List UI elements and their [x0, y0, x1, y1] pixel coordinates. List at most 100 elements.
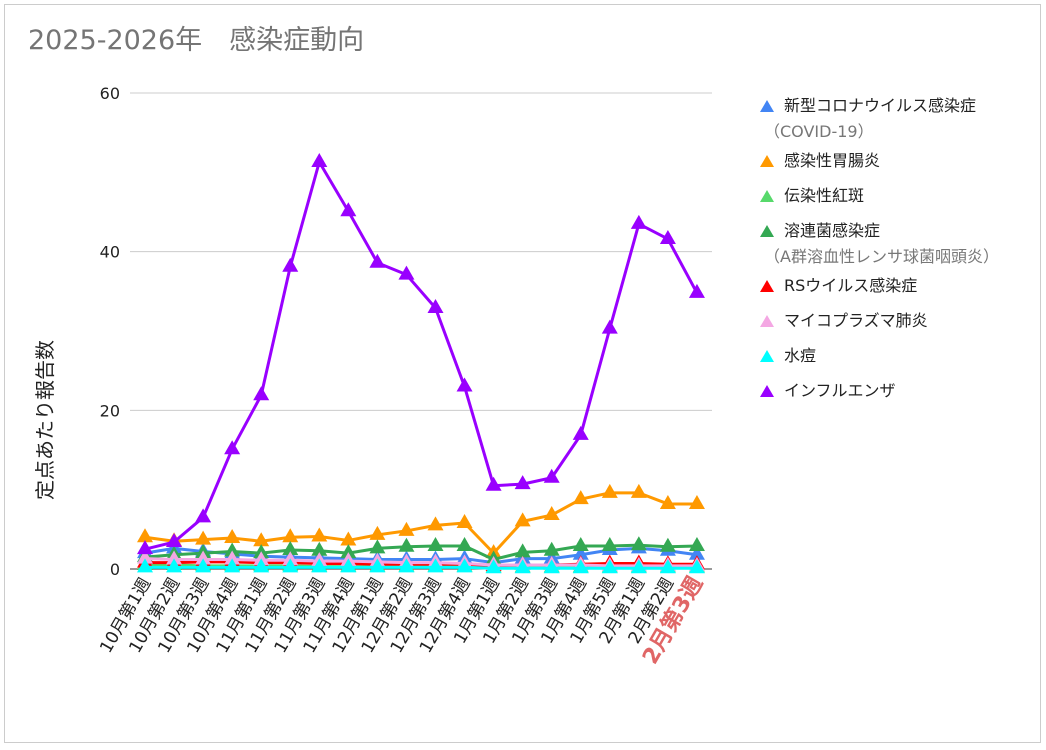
legend-sublabel: （COVID-19）	[764, 122, 874, 141]
data-point	[572, 536, 589, 551]
data-point	[398, 265, 415, 280]
legend-label: マイコプラズマ肺炎	[784, 311, 928, 330]
data-point	[659, 494, 676, 509]
triangle-marker-icon	[760, 280, 774, 292]
data-point	[253, 551, 270, 566]
data-point	[688, 536, 705, 551]
data-point	[195, 550, 212, 565]
data-point	[688, 494, 705, 509]
data-point	[137, 549, 153, 564]
y-tick-label: 0	[110, 560, 120, 579]
data-point	[369, 525, 386, 540]
data-point	[137, 558, 153, 573]
data-point	[456, 377, 473, 392]
data-point	[137, 540, 153, 555]
y-tick-label: 20	[100, 401, 120, 420]
y-tick-label: 40	[100, 243, 120, 262]
data-point	[340, 544, 357, 559]
data-point	[253, 544, 270, 559]
data-point	[224, 529, 241, 544]
data-point	[427, 558, 444, 573]
data-point	[427, 298, 444, 313]
data-point	[514, 543, 531, 558]
data-point	[688, 559, 705, 574]
data-point	[659, 559, 676, 574]
data-point	[427, 516, 444, 531]
data-point	[456, 536, 473, 551]
data-point	[195, 558, 212, 573]
legend-sublabel: （A群溶血性レンサ球菌咽頭炎）	[764, 247, 999, 266]
data-point	[195, 530, 212, 545]
data-point	[630, 483, 647, 498]
data-point	[659, 229, 676, 244]
chart-frame	[4, 4, 1041, 743]
legend-label: 新型コロナウイルス感染症	[784, 96, 977, 115]
data-point	[282, 551, 299, 566]
legend-label: インフルエンザ	[784, 381, 896, 400]
data-point	[224, 542, 241, 557]
data-point	[311, 541, 328, 556]
legend-label: RSウイルス感染症	[784, 276, 918, 295]
data-point	[543, 468, 560, 483]
data-point	[253, 532, 270, 547]
y-axis-label: 定点あたり報告数	[33, 340, 57, 500]
data-point	[514, 512, 531, 527]
legend-item: 溶連菌感染症 （A群溶血性レンサ球菌咽頭炎）	[760, 217, 999, 267]
data-point	[166, 558, 183, 573]
chart-title: 2025-2026年 感染症動向	[28, 25, 365, 56]
data-point	[456, 558, 473, 573]
data-point	[282, 540, 299, 555]
data-point	[485, 559, 502, 574]
data-point	[340, 202, 357, 217]
triangle-marker-icon	[760, 350, 774, 362]
data-point	[630, 559, 647, 574]
data-point	[166, 550, 183, 565]
series-line	[144, 491, 697, 555]
triangle-marker-icon	[760, 155, 774, 167]
legend-item: RSウイルス感染症	[760, 272, 917, 296]
legend-item: 感染性胃腸炎	[760, 147, 880, 171]
legend-label: 溶連菌感染症	[784, 221, 881, 240]
data-point	[659, 537, 676, 552]
data-point	[601, 319, 618, 334]
data-point	[427, 536, 444, 551]
legend-item: マイコプラズマ肺炎	[760, 307, 928, 331]
legend-item: インフルエンザ	[760, 377, 896, 401]
data-point	[282, 558, 299, 573]
triangle-marker-icon	[760, 225, 774, 237]
data-point	[543, 506, 560, 521]
data-point	[340, 558, 357, 573]
data-point	[572, 545, 589, 560]
data-point	[601, 536, 618, 551]
data-point	[369, 539, 386, 554]
legend-item: 伝染性紅斑	[760, 182, 864, 206]
legend-item: 水痘	[760, 342, 816, 366]
triangle-marker-icon	[760, 100, 774, 112]
triangle-marker-icon	[760, 385, 774, 397]
data-point	[311, 558, 328, 573]
data-point	[282, 257, 299, 272]
data-point	[485, 476, 502, 491]
data-point	[195, 508, 212, 523]
data-point	[543, 559, 560, 574]
data-point	[253, 386, 270, 401]
data-point	[340, 531, 357, 546]
data-point	[224, 550, 241, 565]
data-point	[514, 475, 531, 490]
data-point	[224, 440, 241, 455]
data-point	[572, 490, 589, 505]
legend-label: 感染性胃腸炎	[784, 151, 881, 170]
data-point	[601, 559, 618, 574]
series-line	[144, 160, 699, 551]
legend-label: 水痘	[784, 346, 817, 365]
data-point	[369, 558, 386, 573]
triangle-marker-icon	[760, 315, 774, 327]
legend-item: 新型コロナウイルス感染症 （COVID-19）	[760, 92, 976, 142]
data-point	[398, 558, 415, 573]
data-point	[688, 283, 705, 298]
data-point	[311, 527, 328, 542]
data-point	[282, 528, 299, 543]
data-point	[311, 153, 328, 168]
data-point	[630, 214, 647, 229]
